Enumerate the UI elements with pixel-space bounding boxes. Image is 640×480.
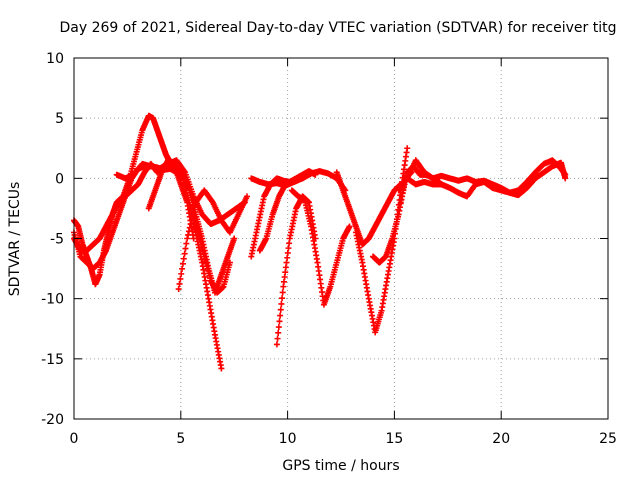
data-point [346, 223, 353, 230]
data-point [273, 341, 280, 348]
grid-lines [74, 58, 608, 419]
data-point [436, 178, 443, 185]
y-tick-label: 0 [55, 171, 64, 187]
data-point [181, 250, 188, 257]
data-point [182, 245, 189, 252]
series-arc-13 [333, 169, 404, 248]
data-points [71, 112, 569, 372]
data-point [185, 228, 192, 235]
x-tick-label: 20 [492, 431, 510, 447]
y-axis-label: SDTVAR / TECUs [7, 182, 23, 297]
data-point [185, 231, 192, 238]
x-tick-label: 5 [176, 431, 185, 447]
y-tick-label: -10 [41, 292, 64, 308]
data-point [277, 312, 284, 319]
data-point [274, 335, 281, 342]
data-point [277, 306, 284, 313]
data-point [231, 235, 238, 242]
series-arc-7 [188, 205, 233, 296]
data-point [279, 295, 286, 302]
series-arc-5 [145, 157, 197, 242]
data-point [177, 275, 184, 282]
data-point [178, 270, 185, 277]
data-point [175, 286, 182, 293]
data-point [183, 240, 190, 247]
data-point [184, 235, 191, 242]
series-arc-10 [273, 193, 319, 348]
axis-ticks: 0 5 10 15 20 25 -20 -15 -10 -5 0 5 10 [41, 51, 617, 447]
data-point [282, 181, 289, 188]
series-arc-11 [256, 181, 289, 254]
data-point [179, 265, 186, 272]
data-point [275, 329, 282, 336]
data-point [191, 203, 198, 210]
chart-title: Day 269 of 2021, Sidereal Day-to-day VTE… [60, 20, 617, 36]
data-point [187, 221, 194, 228]
y-tick-label: 5 [55, 111, 64, 127]
x-tick-label: 15 [385, 431, 403, 447]
data-point [176, 280, 183, 287]
data-point [244, 193, 251, 200]
series-arc-6 [175, 187, 251, 293]
data-point [275, 324, 282, 331]
y-tick-label: -20 [41, 412, 64, 428]
y-tick-label: -15 [41, 352, 64, 368]
data-point [404, 145, 411, 152]
x-tick-label: 0 [70, 431, 79, 447]
data-point [179, 260, 186, 267]
x-tick-label: 10 [279, 431, 297, 447]
data-point [562, 175, 569, 182]
data-point [186, 224, 193, 231]
data-point [276, 318, 283, 325]
series-arc-18 [397, 163, 443, 206]
series-arc-17 [404, 159, 569, 200]
x-axis-label: GPS time / hours [282, 458, 399, 474]
data-point [180, 255, 187, 262]
data-point [278, 300, 285, 307]
y-tick-label: 10 [46, 51, 64, 67]
data-point [190, 235, 197, 242]
series-arc-9 [248, 168, 349, 194]
data-point [218, 365, 225, 372]
data-point [279, 289, 286, 296]
y-tick-label: -5 [50, 232, 64, 248]
data-point [226, 259, 233, 266]
series-arc-12 [288, 187, 353, 308]
x-tick-label: 25 [599, 431, 617, 447]
